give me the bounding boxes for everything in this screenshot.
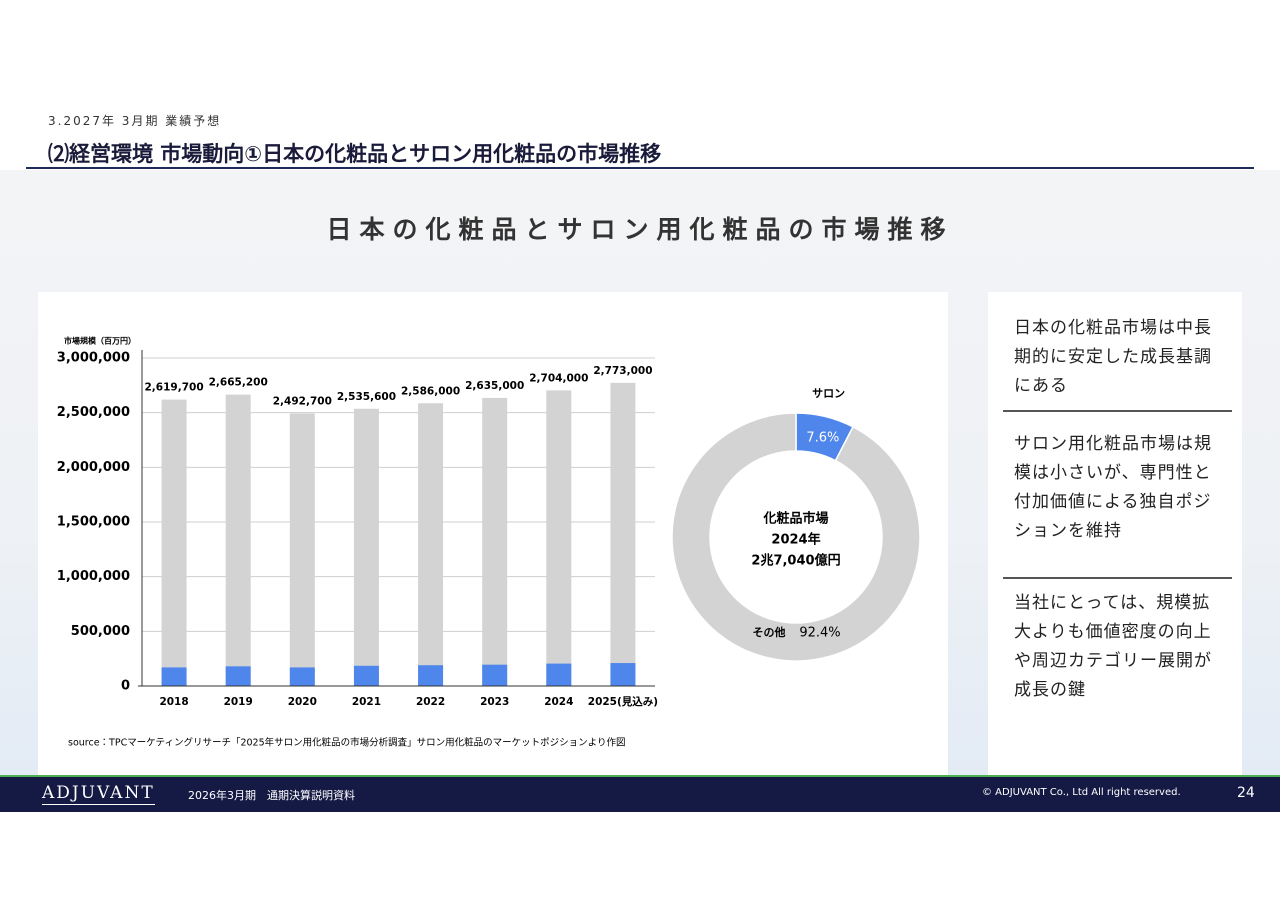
bar bbox=[610, 663, 636, 686]
value-label: 2,535,600 bbox=[337, 391, 396, 403]
chart-panel: 市場規模（百万円） 0 500,000 1,000,000 1,500,000 2,000… bbox=[38, 292, 948, 775]
category-label: サロン bbox=[812, 387, 845, 400]
x-tick-label: 2023 bbox=[480, 696, 509, 708]
bar bbox=[482, 664, 508, 686]
x-tick-label: 2018 bbox=[159, 696, 188, 708]
note: 当社にとっては、規模拡大よりも価値密度の向上や周辺カテゴリー展開が成長の鍵 bbox=[1014, 593, 1212, 700]
y-tick-label: 3,000,000 bbox=[57, 351, 130, 366]
y-tick-label: 500,000 bbox=[71, 624, 130, 639]
title-rule bbox=[26, 167, 1254, 169]
bar bbox=[289, 667, 315, 686]
bar bbox=[161, 667, 187, 686]
section-label: 3.2027年 3月期 業績予想 bbox=[48, 114, 222, 128]
bar bbox=[610, 382, 636, 686]
page-number: 24 bbox=[1237, 785, 1255, 801]
value-label: 2,635,000 bbox=[465, 380, 524, 392]
y-tick-label: 0 bbox=[121, 679, 130, 694]
page-title: ⑵経営環境 市場動向①日本の化粧品とサロン用化粧品の市場推移 bbox=[48, 142, 662, 166]
y-tick-label: 2,500,000 bbox=[57, 405, 130, 420]
bar bbox=[353, 408, 379, 686]
bar bbox=[418, 403, 444, 686]
separator bbox=[1003, 410, 1232, 412]
bar bbox=[289, 413, 315, 686]
y-axis-label: 市場規模（百万円） bbox=[64, 336, 136, 346]
value-label: 2,586,000 bbox=[401, 385, 460, 397]
x-tick-label: 2022 bbox=[416, 696, 445, 708]
value-label: 2,492,700 bbox=[273, 395, 332, 407]
y-tick-label: 2,000,000 bbox=[57, 460, 130, 475]
notes-panel: 日本の化粧品市場は中長期的に安定した成長基調にある サロン用化粧品市場は規模は小… bbox=[988, 292, 1242, 775]
y-tick-label: 1,000,000 bbox=[57, 569, 130, 584]
y-tick-label: 1,500,000 bbox=[57, 515, 130, 530]
x-tick-label: 2020 bbox=[288, 696, 317, 708]
source-note: source：TPCマーケティングリサーチ「2025年サロン用化粧品の市場分析調… bbox=[68, 737, 625, 749]
separator bbox=[1003, 577, 1232, 579]
x-tick-label: 2024 bbox=[544, 696, 573, 708]
x-tick-label: 2025(見込み) bbox=[588, 695, 658, 708]
bar bbox=[225, 394, 251, 686]
center-label: 2024年 bbox=[771, 532, 820, 548]
value-label: 92.4% bbox=[799, 626, 840, 641]
bar bbox=[225, 666, 251, 686]
value-label: 2,619,700 bbox=[145, 382, 204, 394]
category-label: その他 bbox=[753, 625, 786, 639]
slide-title: 日本の化粧品とサロン用化粧品の市場推移 bbox=[326, 215, 954, 244]
x-tick-label: 2019 bbox=[224, 696, 253, 708]
note: サロン用化粧品市場は規模は小さいが、専門性と付加価値による独自ポジションを維持 bbox=[1014, 434, 1212, 541]
value-label: 2,704,000 bbox=[529, 372, 588, 384]
center-label: 2兆7,040億円 bbox=[751, 553, 840, 569]
note: 日本の化粧品市場は中長期的に安定した成長基調にある bbox=[1014, 318, 1212, 396]
chart: 市場規模（百万円） 0 500,000 1,000,000 1,500,000 2,000… bbox=[57, 336, 921, 749]
bar bbox=[418, 665, 444, 686]
bar bbox=[546, 390, 572, 686]
value-label: 2,773,000 bbox=[593, 365, 652, 377]
document-name: 2026年3月期 通期決算説明資料 bbox=[188, 789, 355, 802]
value-label: 7.6% bbox=[806, 430, 839, 445]
logo: ADJUVANT bbox=[42, 783, 155, 805]
donut-segment bbox=[671, 412, 921, 662]
footer: ADJUVANT 2026年3月期 通期決算説明資料 © ADJUVANT Co… bbox=[0, 775, 1280, 812]
bar bbox=[482, 397, 508, 686]
center-label: 化粧品市場 bbox=[762, 511, 828, 527]
bar bbox=[161, 399, 187, 686]
bar bbox=[353, 665, 379, 686]
value-label: 2,665,200 bbox=[209, 377, 268, 389]
copyright: © ADJUVANT Co., Ltd All right reserved. bbox=[982, 787, 1181, 798]
x-tick-label: 2021 bbox=[352, 696, 381, 708]
bar bbox=[546, 663, 572, 686]
